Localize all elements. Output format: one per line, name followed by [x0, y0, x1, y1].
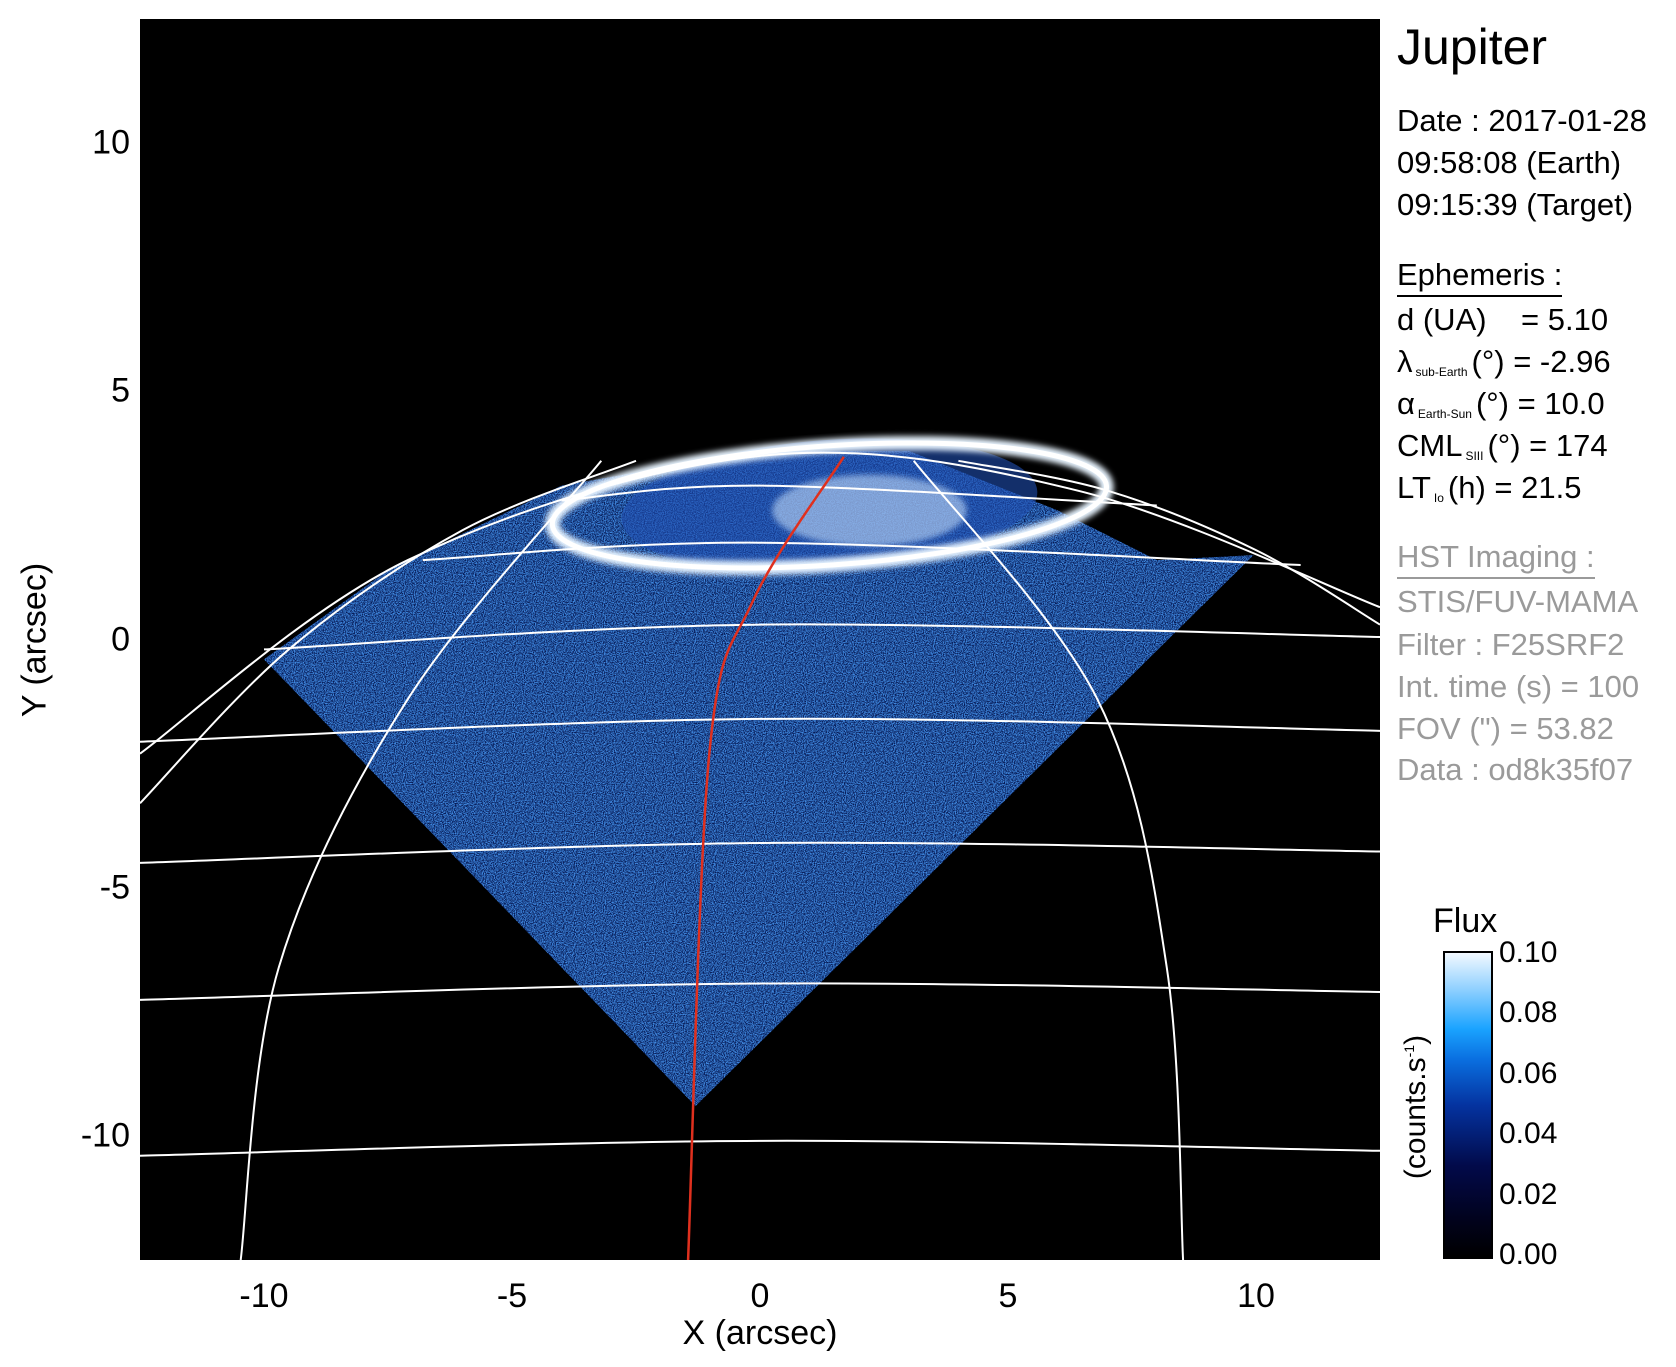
y-tick-label: 5: [111, 371, 130, 410]
auroral-image: [139, 435, 1381, 1261]
data-id: Data : od8k35f07: [1397, 752, 1634, 787]
latitude-line: [139, 841, 1381, 864]
x-tick-label: -10: [239, 1277, 289, 1315]
latitude-line: [422, 541, 1301, 567]
colorbar-tick-label: 0.02: [1499, 1177, 1558, 1211]
instrument: STIS/FUV-MAMA: [1397, 584, 1639, 619]
longitude-line: [958, 459, 1381, 626]
auroral-oval-core: [549, 440, 1110, 571]
colorbar-title: Flux: [1433, 902, 1498, 940]
planet-limb: [139, 451, 1381, 755]
colorbar-tick-label: 0.04: [1499, 1117, 1558, 1151]
x-tick-label: 10: [1237, 1277, 1275, 1315]
y-tick-label: 10: [92, 123, 130, 162]
colorbar: [1443, 951, 1493, 1259]
latitude-line: [139, 982, 1381, 1001]
y-axis-label: Y (arcsec): [15, 562, 54, 718]
polar-emission: [772, 474, 967, 547]
longitude-line: [912, 460, 1185, 1261]
ephemeris-cml: CML SIII (°) = 174: [1397, 428, 1608, 463]
y-tick-label: -5: [99, 868, 130, 907]
date-text: Date : 2017-01-28: [1397, 103, 1647, 138]
colorbar-tick-label: 0.10: [1499, 936, 1558, 969]
latitude-line: [139, 1139, 1381, 1157]
earth-time: 09:58:08 (Earth): [1397, 145, 1622, 180]
target-time: 09:15:39 (Target): [1397, 187, 1634, 222]
plot-area: [139, 19, 1381, 1261]
latitude-line: [263, 623, 1381, 651]
latitude-line: [561, 484, 1157, 507]
latitude-line: [139, 717, 1381, 743]
x-tick-label: 5: [998, 1277, 1018, 1315]
image-footprint-noise: [264, 450, 1254, 1107]
colorbar-tick-label: 0.08: [1499, 996, 1558, 1030]
longitude-line: [139, 459, 637, 805]
central-meridian-line: [686, 456, 845, 1261]
y-tick-label: 0: [111, 620, 130, 658]
hst-header: HST Imaging :: [1397, 539, 1595, 579]
ephemeris-header: Ephemeris :: [1397, 257, 1563, 297]
chart-title: Jupiter: [1397, 19, 1548, 75]
filter: Filter : F25SRF2: [1397, 627, 1625, 662]
ephemeris-lt: LT Io (h) = 21.5: [1397, 470, 1582, 505]
x-tick-label: 0: [750, 1277, 770, 1315]
integration-time: Int. time (s) = 100: [1397, 669, 1640, 704]
ephemeris-alpha: α Earth-Sun (°) = 10.0: [1397, 386, 1605, 421]
ephemeris-distance: d (UA) = 5.10: [1397, 302, 1609, 337]
colorbar-tick-label: 0.06: [1499, 1056, 1558, 1090]
colorbar-unit-label: (counts.s-1): [1399, 1034, 1432, 1180]
longitude-line: [239, 460, 603, 1261]
x-tick-label: -5: [496, 1277, 528, 1315]
colorbar-tick-label: 0.00: [1499, 1238, 1558, 1271]
y-tick-label: -10: [80, 1116, 130, 1155]
field-of-view: FOV (") = 53.82: [1397, 711, 1614, 746]
ephemeris-lambda: λ sub-Earth (°) = -2.96: [1397, 344, 1611, 379]
x-axis-label: X (arcsec): [682, 1314, 838, 1352]
